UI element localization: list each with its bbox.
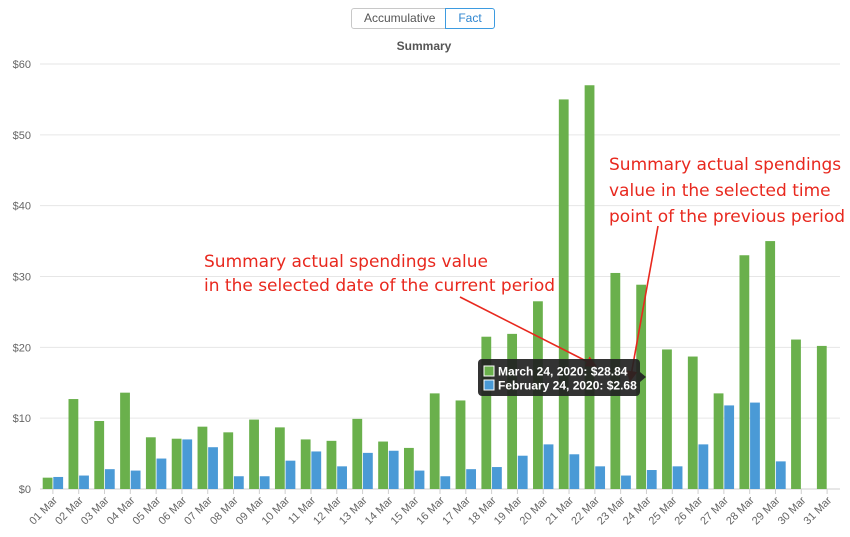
tooltip-line: February 24, 2020: $2.68 xyxy=(498,379,637,393)
bar[interactable] xyxy=(311,451,322,489)
accumulative-button[interactable]: Accumulative xyxy=(351,8,446,29)
tooltip-caret xyxy=(640,372,646,382)
bar[interactable] xyxy=(53,476,64,489)
bar[interactable] xyxy=(455,400,466,489)
bar[interactable] xyxy=(42,477,53,489)
bar[interactable] xyxy=(130,470,141,489)
view-toggle: Accumulative Fact xyxy=(351,8,495,29)
bar[interactable] xyxy=(466,469,477,489)
bar[interactable] xyxy=(403,447,414,489)
x-tick-label: 31 Mar xyxy=(802,494,835,527)
tooltip-box xyxy=(478,359,640,396)
bar[interactable] xyxy=(595,466,606,489)
bar[interactable] xyxy=(481,336,492,489)
bar[interactable] xyxy=(440,476,451,489)
bar[interactable] xyxy=(182,439,193,489)
y-tick-label: $60 xyxy=(13,59,31,71)
fact-button[interactable]: Fact xyxy=(445,8,495,29)
bar[interactable] xyxy=(274,427,285,489)
bar[interactable] xyxy=(713,393,724,489)
bar[interactable] xyxy=(414,470,425,489)
bar[interactable] xyxy=(223,432,234,489)
bar[interactable] xyxy=(584,85,595,489)
annotation-text-previous: Summary actual spendings xyxy=(609,155,841,175)
bar[interactable] xyxy=(171,438,182,489)
annotation-text-previous: value in the selected time xyxy=(609,181,831,201)
bar[interactable] xyxy=(337,466,347,489)
bar[interactable] xyxy=(765,241,776,489)
annotation-text-previous: point of the previous period xyxy=(609,207,845,227)
tooltip-line: March 24, 2020: $28.84 xyxy=(498,365,628,379)
x-tick-label: 10 Mar xyxy=(260,494,293,527)
bar[interactable] xyxy=(233,476,244,489)
bar[interactable] xyxy=(662,349,672,489)
bar[interactable] xyxy=(326,440,337,489)
bar[interactable] xyxy=(621,475,631,489)
bar[interactable] xyxy=(104,469,115,489)
bar[interactable] xyxy=(543,444,554,489)
bar[interactable] xyxy=(492,467,502,489)
bar[interactable] xyxy=(68,399,79,489)
y-axis: $0 $10 $20 $30 $40 $50 $60 xyxy=(13,59,31,496)
bar[interactable] xyxy=(208,447,218,489)
bar[interactable] xyxy=(285,460,296,489)
annotation-text-current: in the selected date of the current peri… xyxy=(204,276,555,296)
y-tick-label: $40 xyxy=(13,201,31,213)
bar[interactable] xyxy=(687,356,698,489)
bar[interactable] xyxy=(156,458,167,489)
annotation-text-current: Summary actual spendings value xyxy=(204,252,488,272)
bar[interactable] xyxy=(672,466,683,489)
bar[interactable] xyxy=(388,450,399,489)
y-tick-label: $50 xyxy=(13,130,31,142)
bar[interactable] xyxy=(507,333,518,489)
bar[interactable] xyxy=(698,444,709,489)
bar[interactable] xyxy=(636,284,647,489)
annotation-arrow-current xyxy=(459,296,597,367)
bar[interactable] xyxy=(249,419,259,489)
bar[interactable] xyxy=(79,475,89,489)
bar[interactable] xyxy=(378,441,388,489)
annotation-arrow-previous xyxy=(626,225,659,383)
bar[interactable] xyxy=(145,437,156,489)
bar[interactable] xyxy=(517,455,528,489)
bar[interactable] xyxy=(775,461,786,489)
y-tick-label: $20 xyxy=(13,342,31,354)
bar[interactable] xyxy=(750,402,760,489)
bar[interactable] xyxy=(197,426,208,489)
bar[interactable] xyxy=(791,339,801,489)
bar[interactable] xyxy=(569,454,580,489)
bar[interactable] xyxy=(429,393,440,489)
bar[interactable] xyxy=(352,418,363,489)
tooltip-swatch xyxy=(483,379,495,391)
bar[interactable] xyxy=(816,345,827,489)
y-tick-label: $0 xyxy=(19,484,31,496)
bar[interactable] xyxy=(646,470,657,489)
bar[interactable] xyxy=(259,476,270,489)
annotation-arrows xyxy=(459,225,659,383)
bar[interactable] xyxy=(120,392,130,489)
annotations: Summary actual spendings value in the sel… xyxy=(204,155,845,296)
bar[interactable] xyxy=(300,439,311,489)
y-tick-label: $30 xyxy=(13,272,31,284)
bar[interactable] xyxy=(94,421,105,489)
bar[interactable] xyxy=(362,452,373,489)
bar[interactable] xyxy=(724,405,735,489)
bar[interactable] xyxy=(558,99,569,490)
y-tick-label: $10 xyxy=(13,413,31,425)
chart-title: Summary xyxy=(397,39,452,53)
bar[interactable] xyxy=(739,255,750,489)
tooltip-swatch xyxy=(483,365,495,377)
